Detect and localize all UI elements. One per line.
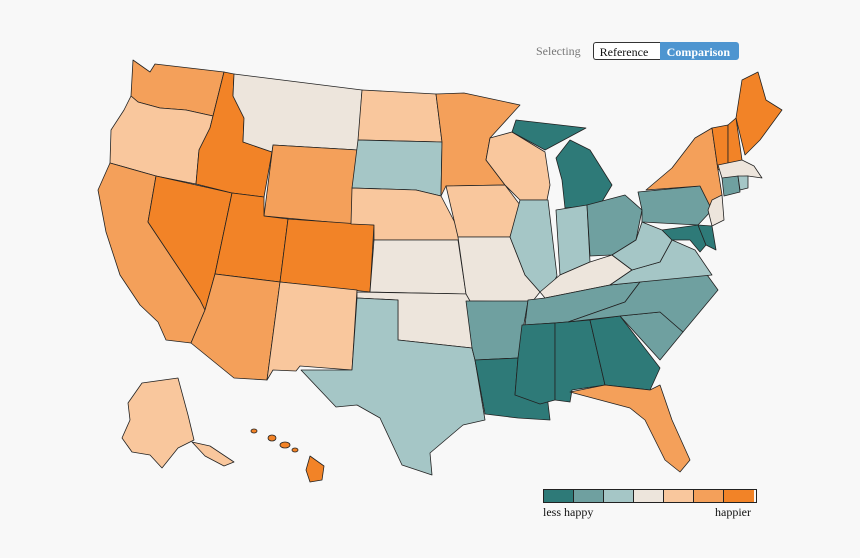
state-rhode-island[interactable] xyxy=(737,175,749,191)
state-south-dakota[interactable] xyxy=(351,139,443,197)
legend-high-label: happier xyxy=(715,505,751,519)
state-north-dakota[interactable] xyxy=(357,89,443,143)
state-kansas[interactable] xyxy=(369,239,467,295)
legend-swatch-2 xyxy=(604,490,634,502)
legend-scale xyxy=(543,489,757,503)
legend-swatch-4 xyxy=(664,490,694,502)
state-florida[interactable] xyxy=(569,384,691,473)
state-delaware[interactable] xyxy=(697,224,717,251)
legend-swatch-6 xyxy=(724,490,754,502)
state-mississippi[interactable] xyxy=(514,322,556,405)
selector-label: Selecting xyxy=(536,43,581,58)
state-texas[interactable] xyxy=(300,297,486,476)
state-connecticut[interactable] xyxy=(721,175,741,197)
state-pennsylvania[interactable] xyxy=(637,185,713,226)
state-wyoming[interactable] xyxy=(263,144,359,225)
state-maine[interactable] xyxy=(735,71,783,156)
state-iowa[interactable] xyxy=(445,184,521,238)
legend-swatch-1 xyxy=(574,490,604,502)
comparison-button[interactable]: Comparison xyxy=(659,42,739,60)
legend-swatch-3 xyxy=(634,490,664,502)
reference-button[interactable]: Reference xyxy=(592,42,660,60)
selector-toggle: Selecting Reference Comparison xyxy=(536,42,739,60)
legend-low-label: less happy xyxy=(543,505,594,519)
state-alaska[interactable] xyxy=(121,377,235,469)
legend: less happy happier xyxy=(543,489,757,519)
state-michigan[interactable] xyxy=(511,119,613,209)
state-montana[interactable] xyxy=(232,73,363,153)
legend-swatch-0 xyxy=(544,490,574,502)
state-new-jersey[interactable] xyxy=(707,194,725,227)
state-hawaii[interactable] xyxy=(250,428,325,483)
state-new-mexico[interactable] xyxy=(266,281,358,381)
legend-swatch-5 xyxy=(694,490,724,502)
state-colorado[interactable] xyxy=(279,218,375,293)
